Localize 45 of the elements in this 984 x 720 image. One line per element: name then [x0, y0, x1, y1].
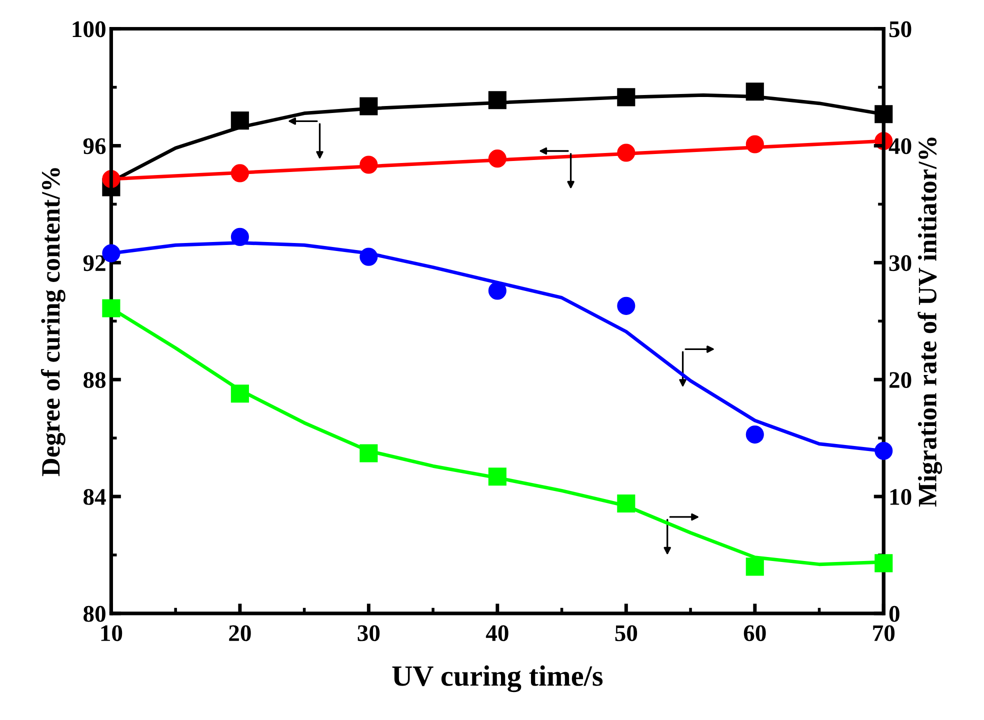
point: [360, 156, 378, 174]
point: [488, 150, 506, 168]
point: [360, 444, 378, 462]
x-tick-label: 20: [229, 625, 251, 642]
y2-axis-title: Migration rate of UV initiator/%: [918, 138, 942, 507]
point: [488, 91, 506, 110]
y-tick-label: 84: [84, 489, 106, 505]
point: [230, 164, 249, 182]
point: [617, 494, 636, 513]
point: [488, 282, 506, 300]
y-tick-label: 100: [72, 21, 106, 38]
x-tick-label: 10: [101, 625, 122, 642]
point: [746, 558, 764, 576]
y2-tick-label: 0: [889, 606, 900, 622]
y2-tick-label: 50: [889, 21, 912, 38]
y2-tick-label: 20: [889, 372, 912, 388]
point: [230, 112, 249, 130]
point: [617, 88, 636, 106]
x-tick-label: 70: [873, 625, 895, 642]
y-tick-label: 92: [83, 255, 106, 272]
point: [230, 228, 249, 246]
y2-tick-label: 30: [889, 255, 912, 272]
y-tick-label: 80: [84, 606, 106, 622]
point: [360, 248, 378, 266]
point: [360, 97, 378, 116]
point: [102, 299, 120, 318]
x-tick-label: 50: [615, 625, 638, 642]
x-axis-title: UV curing time/s: [392, 665, 603, 692]
y-tick-label: 88: [84, 372, 106, 388]
point: [617, 296, 636, 315]
point: [746, 135, 764, 154]
x-tick-label: 30: [358, 625, 380, 642]
y2-tick-label: 40: [888, 138, 912, 154]
point: [874, 442, 893, 460]
point: [230, 384, 249, 403]
point: [874, 554, 893, 572]
point: [488, 468, 506, 486]
y-axis-title: Degree of curing content/%: [40, 168, 66, 476]
y2-tick-label: 10: [890, 489, 912, 505]
point: [617, 144, 636, 162]
point: [746, 82, 764, 101]
point: [746, 426, 764, 444]
y-tick-label: 96: [83, 138, 106, 154]
x-tick-label: 60: [744, 625, 766, 642]
x-tick-label: 40: [486, 625, 508, 642]
